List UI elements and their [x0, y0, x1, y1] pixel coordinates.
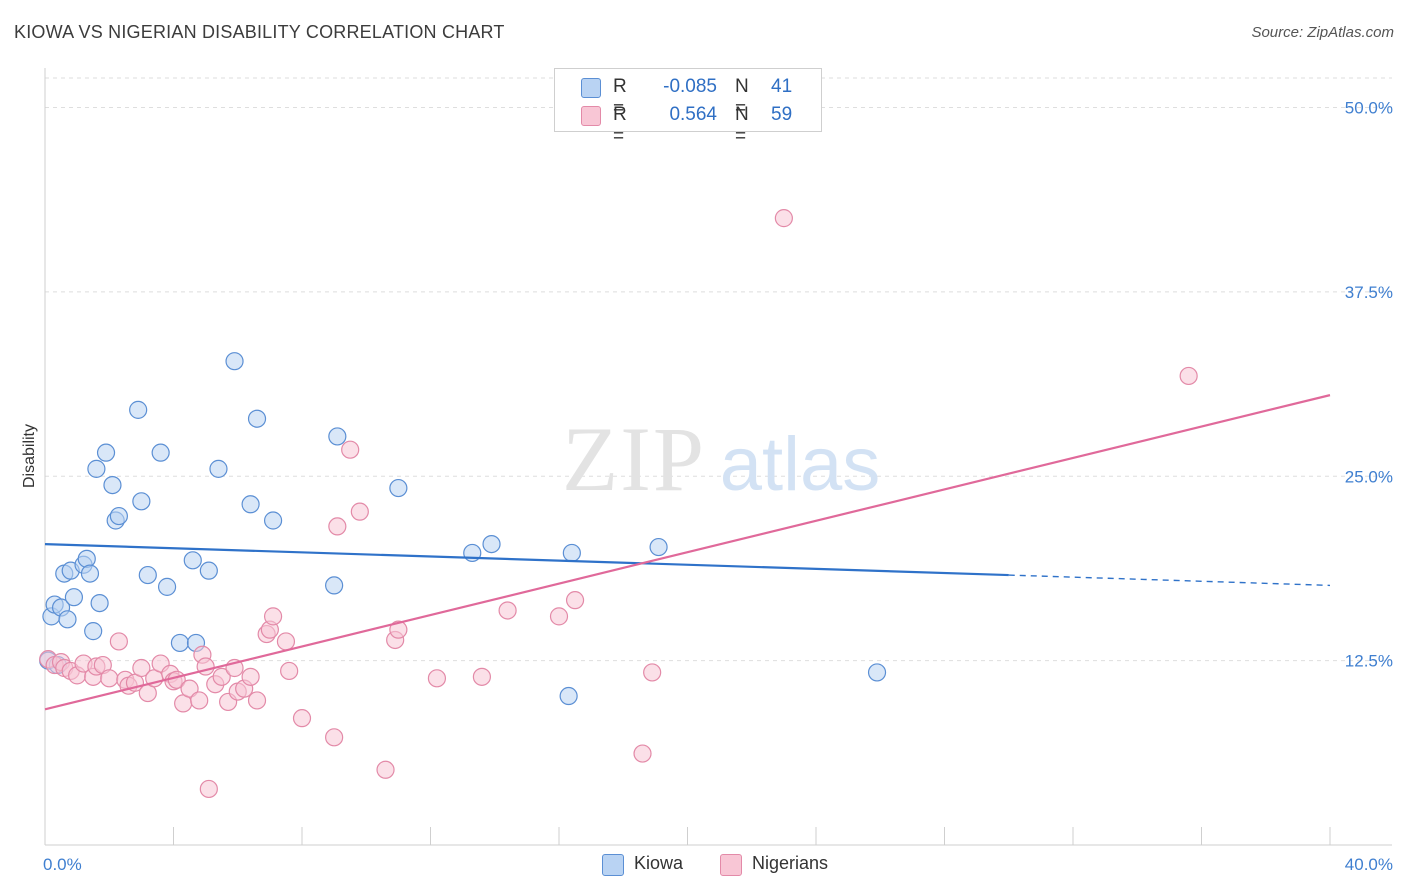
kiowa-point-32: [263, 511, 283, 530]
kiowa-trend-line: [44, 543, 1009, 577]
nigerians-point-45: [350, 502, 369, 521]
nigerians-point-50: [472, 667, 491, 686]
kiowa-point-30: [241, 495, 260, 514]
kiowa-point-35: [389, 478, 408, 498]
kiowa-point-6: [58, 610, 77, 629]
watermark-zip: ZIP: [562, 408, 706, 510]
nigerians-point-55: [643, 663, 662, 682]
nigerians-point-57: [1179, 366, 1198, 386]
nigerians-point-27: [199, 779, 218, 799]
kiowa-point-27: [199, 561, 218, 580]
nigerians-point-52: [549, 607, 569, 626]
kiowa-point-22: [151, 443, 170, 462]
kiowa-point-24: [170, 633, 190, 653]
nigerians-point-15: [132, 658, 151, 678]
nigerians-point-29: [212, 667, 231, 686]
kiowa-point-25: [183, 551, 202, 570]
nigerians-point-10: [100, 669, 119, 688]
y-tick-label-50: 50.0%: [1345, 99, 1393, 118]
kiowa-point-31: [247, 409, 267, 428]
nigerians-point-41: [292, 709, 312, 728]
kiowa-point-38: [559, 686, 578, 706]
kiowa-point-37: [482, 534, 501, 554]
nigerians-point-38: [263, 607, 283, 626]
nigerians-point-49: [427, 669, 447, 688]
kiowa-legend-label: Kiowa: [634, 853, 684, 873]
kiowa-point-21: [138, 565, 157, 585]
kiowa-point-18: [109, 506, 128, 526]
nigerians-point-48: [389, 620, 408, 639]
axes: [44, 68, 1392, 846]
kiowa-swatch: [581, 78, 601, 98]
kiowa-point-19: [129, 400, 148, 419]
kiowa-point-10: [77, 549, 96, 568]
nigerians-r-value: 0.564: [669, 104, 717, 125]
kiowa-point-29: [225, 352, 244, 371]
nigerians-point-56: [774, 209, 793, 228]
kiowa-point-33: [325, 576, 344, 595]
kiowa-points: [39, 352, 887, 706]
x-tick-label-0: 0.0%: [43, 855, 82, 874]
nigerians-swatch: [581, 106, 601, 126]
nigerians-point-46: [376, 760, 395, 779]
kiowa-point-39: [562, 543, 581, 563]
kiowa-point-41: [867, 663, 887, 682]
kiowa-n-value: 41: [771, 76, 793, 97]
stats-legend: R = -0.085 N = 41 R = 0.564 N = 59: [554, 68, 822, 147]
y-tick-label-25: 25.0%: [1345, 467, 1393, 486]
nigerians-legend-label: Nigerians: [752, 853, 829, 873]
kiowa-point-40: [649, 537, 668, 557]
kiowa-point-13: [87, 459, 106, 478]
nigerians-points: [39, 209, 1198, 799]
tick-labels: 12.5% 25.0% 37.5% 50.0% 0.0% 40.0%: [43, 99, 1393, 875]
nigerians-n-label: N =: [735, 104, 749, 147]
nigerians-trend-line: [44, 394, 1331, 711]
kiowa-point-20: [132, 492, 151, 511]
kiowa-point-8: [64, 588, 84, 607]
kiowa-point-16: [103, 476, 122, 495]
nigerians-point-23: [180, 679, 199, 698]
y-tick-label-37.5: 37.5%: [1345, 283, 1393, 302]
watermark: ZIP atlas: [562, 408, 880, 510]
kiowa-point-28: [209, 459, 228, 478]
y-axis-label: Disability: [21, 424, 38, 488]
nigerians-point-53: [565, 591, 585, 610]
nigerians-point-43: [328, 517, 347, 536]
chart-title: KIOWA VS NIGERIAN DISABILITY CORRELATION…: [14, 22, 505, 42]
source-label: Source: ZipAtlas.com: [1251, 24, 1394, 41]
nigerians-point-44: [341, 440, 360, 459]
nigerians-point-51: [498, 601, 517, 620]
nigerians-point-34: [241, 667, 260, 686]
nigerians-point-24: [190, 691, 209, 710]
nigerians-legend-swatch: [720, 854, 742, 876]
kiowa-point-11: [80, 564, 100, 583]
kiowa-trend-extension: [1008, 574, 1331, 587]
kiowa-r-label: R =: [613, 76, 627, 119]
kiowa-point-14: [90, 593, 109, 613]
nigerians-point-11: [109, 632, 128, 651]
nigerians-n-value: 59: [771, 104, 793, 125]
nigerians-point-42: [325, 728, 344, 747]
kiowa-r-value: -0.085: [663, 76, 717, 97]
watermark-atlas: atlas: [720, 422, 881, 507]
kiowa-legend-swatch: [602, 854, 624, 876]
nigerians-point-35: [247, 691, 267, 710]
kiowa-n-label: N =: [735, 76, 749, 119]
kiowa-point-34: [328, 427, 347, 446]
trend-lines: [44, 394, 1331, 711]
nigerians-r-label: R =: [613, 104, 627, 147]
kiowa-point-23: [157, 577, 177, 596]
nigerians-point-40: [280, 661, 299, 681]
nigerians-point-39: [276, 632, 296, 651]
kiowa-point-15: [96, 443, 116, 462]
nigerians-point-54: [633, 744, 652, 763]
kiowa-point-12: [84, 622, 103, 641]
y-tick-label-12.5: 12.5%: [1345, 652, 1393, 671]
x-tick-label-40: 40.0%: [1345, 855, 1393, 874]
